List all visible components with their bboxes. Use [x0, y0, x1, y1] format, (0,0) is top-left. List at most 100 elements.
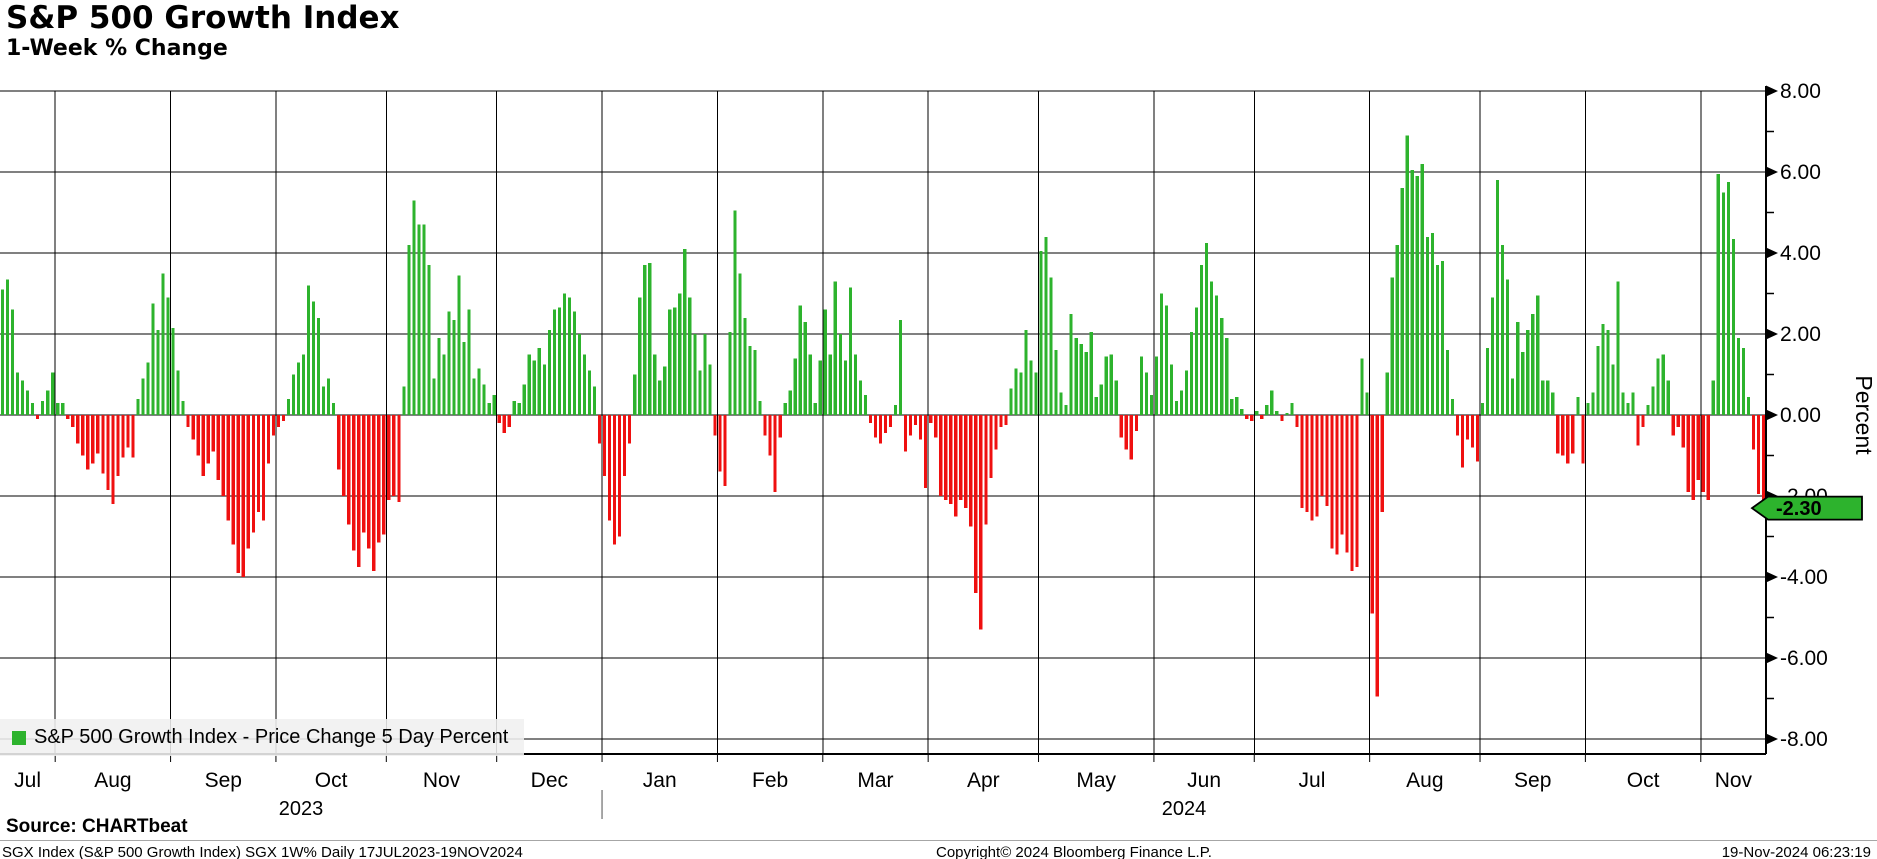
bar-positive	[753, 350, 757, 415]
bar-positive	[1290, 402, 1294, 415]
bar-negative	[347, 415, 351, 525]
bar-positive	[1215, 295, 1219, 415]
bar-positive	[291, 374, 296, 415]
bar-positive	[1661, 354, 1665, 415]
bar-positive	[1395, 244, 1399, 415]
bar-positive	[863, 394, 868, 415]
x-axis-month-label: May	[1076, 769, 1116, 792]
bar-positive	[1400, 188, 1404, 415]
bar-positive	[5, 279, 10, 415]
bar-positive	[1736, 338, 1741, 415]
bar-positive	[1009, 388, 1013, 415]
x-axis-month-label: Sep	[1514, 769, 1551, 792]
copyright-text: Copyright© 2024 Bloomberg Finance L.P.	[936, 844, 1212, 859]
bar-positive	[1410, 169, 1414, 415]
bar-negative	[1300, 415, 1304, 509]
axis-arrow-tick	[1766, 652, 1778, 664]
bar-positive	[1154, 356, 1159, 415]
bar-positive	[46, 390, 50, 415]
bar-negative	[86, 415, 90, 470]
bar-positive	[1360, 358, 1364, 415]
bar-positive	[532, 360, 536, 415]
bar-negative	[1696, 415, 1700, 480]
bar-negative	[763, 415, 767, 436]
bar-positive	[853, 354, 858, 415]
bar-positive	[537, 348, 541, 416]
bar-positive	[1029, 360, 1033, 415]
bar-positive	[1049, 277, 1053, 415]
bar-negative	[924, 415, 928, 488]
bar-positive	[1536, 295, 1540, 415]
bar-positive	[858, 380, 863, 415]
bar-positive	[517, 402, 521, 415]
bar-negative	[1245, 415, 1249, 420]
bar-positive	[1220, 317, 1224, 415]
bar-positive	[1024, 329, 1028, 415]
bar-positive	[1199, 265, 1204, 415]
bar-negative	[1681, 415, 1685, 448]
bar-negative	[934, 415, 938, 438]
bar-negative	[352, 415, 356, 551]
axis-arrow-tick	[1766, 247, 1778, 259]
bar-positive	[0, 289, 5, 415]
bar-positive	[472, 378, 476, 415]
bar-positive	[402, 386, 406, 415]
axis-arrow-tick	[1766, 409, 1778, 421]
axes	[0, 85, 1778, 819]
bar-negative	[602, 415, 607, 476]
bar-positive	[482, 384, 486, 416]
bar-positive	[1511, 378, 1515, 415]
bar-positive	[743, 317, 747, 415]
bar-positive	[432, 378, 436, 415]
bar-positive	[322, 386, 326, 415]
bar-positive	[332, 402, 336, 415]
x-axis-month-label: Aug	[1406, 769, 1443, 792]
bar-positive	[1230, 398, 1234, 415]
source-label: Source: CHARTbeat	[6, 816, 188, 837]
bar-positive	[658, 380, 662, 415]
legend[interactable]: S&P 500 Growth Index - Price Change 5 Da…	[0, 719, 524, 756]
bar-positive	[166, 297, 170, 415]
bar-negative	[1260, 415, 1264, 420]
bar-positive	[146, 362, 150, 415]
bar-positive	[1099, 384, 1103, 416]
bar-positive	[648, 263, 652, 416]
bar-positive	[1546, 380, 1550, 415]
bar-positive	[1716, 174, 1720, 415]
timestamp: 19-Nov-2024 06:23:19	[1721, 844, 1871, 859]
bar-positive	[286, 398, 291, 415]
bar-positive	[748, 346, 752, 415]
bar-positive	[1501, 244, 1505, 415]
axis-arrow-tick	[1766, 85, 1778, 97]
bar-negative	[1335, 415, 1339, 555]
bar-negative	[1350, 415, 1354, 571]
bar-positive	[1074, 338, 1078, 415]
bar-negative	[949, 415, 953, 505]
axis-arrow-tick	[1766, 328, 1778, 340]
bar-positive	[1179, 390, 1184, 415]
bar-negative	[111, 415, 115, 505]
bar-negative	[612, 415, 617, 545]
bar-negative	[1134, 415, 1138, 432]
bar-positive	[803, 321, 807, 415]
bar-negative	[969, 415, 973, 527]
bar-positive	[306, 285, 311, 415]
bar-negative	[1581, 415, 1585, 464]
bar-positive	[1626, 402, 1630, 415]
bar-negative	[597, 415, 602, 444]
bar-positive	[893, 404, 898, 416]
x-axis-month-label: Oct	[315, 769, 348, 792]
bar-positive	[1014, 368, 1018, 415]
bar-positive	[20, 380, 25, 415]
bar-positive	[808, 354, 812, 415]
bar-positive	[1425, 236, 1429, 415]
bar-positive	[41, 400, 45, 415]
bar-positive	[1184, 370, 1189, 415]
bar-negative	[1355, 415, 1359, 567]
y-axis-label: 6.00	[1780, 161, 1821, 184]
bar-negative	[387, 415, 391, 501]
bar-negative	[191, 415, 195, 440]
bar-positive	[422, 224, 426, 415]
bar-positive	[462, 342, 466, 415]
